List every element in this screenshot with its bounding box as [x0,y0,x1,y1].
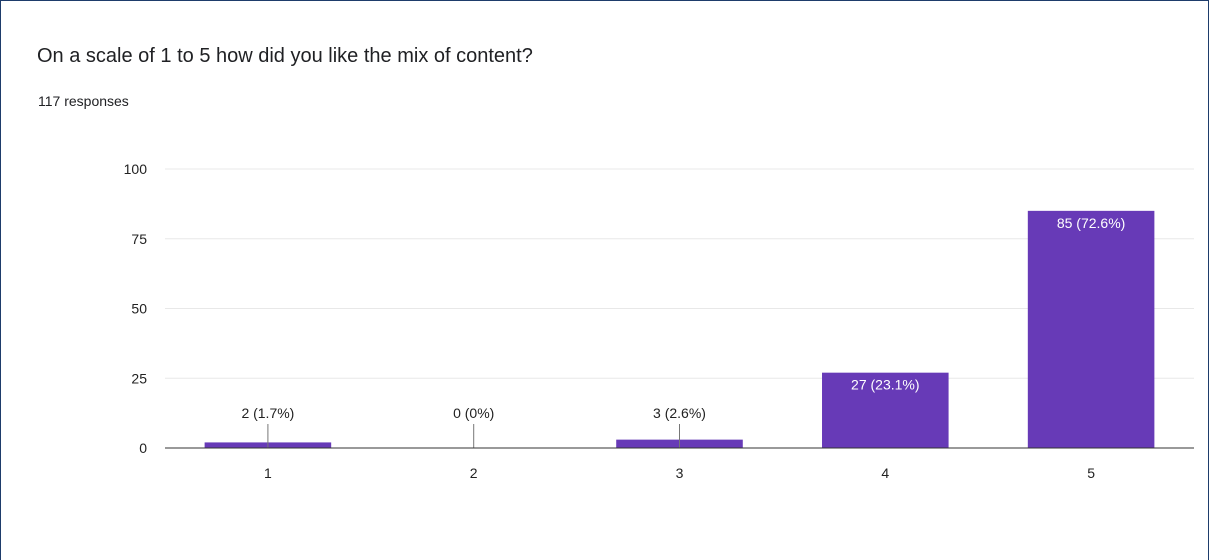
question-title: On a scale of 1 to 5 how did you like th… [37,45,533,67]
y-tick-label: 25 [131,370,147,386]
response-count: 117 responses [38,93,129,109]
y-tick-label: 0 [139,440,147,456]
y-tick-label: 100 [124,161,148,177]
x-tick-label: 1 [264,465,272,481]
data-label: 85 (72.6%) [1057,215,1125,231]
data-label: 2 (1.7%) [241,405,294,421]
y-tick-label: 50 [131,301,147,317]
data-label: 0 (0%) [453,405,494,421]
bar [1027,210,1155,448]
y-tick-label: 75 [131,231,147,247]
x-tick-label: 3 [676,465,684,481]
bar [822,372,949,448]
x-tick-label: 2 [470,465,478,481]
x-tick-label: 5 [1087,465,1095,481]
x-tick-label: 4 [881,465,889,481]
data-label: 3 (2.6%) [653,405,706,421]
data-label: 27 (23.1%) [851,377,919,393]
